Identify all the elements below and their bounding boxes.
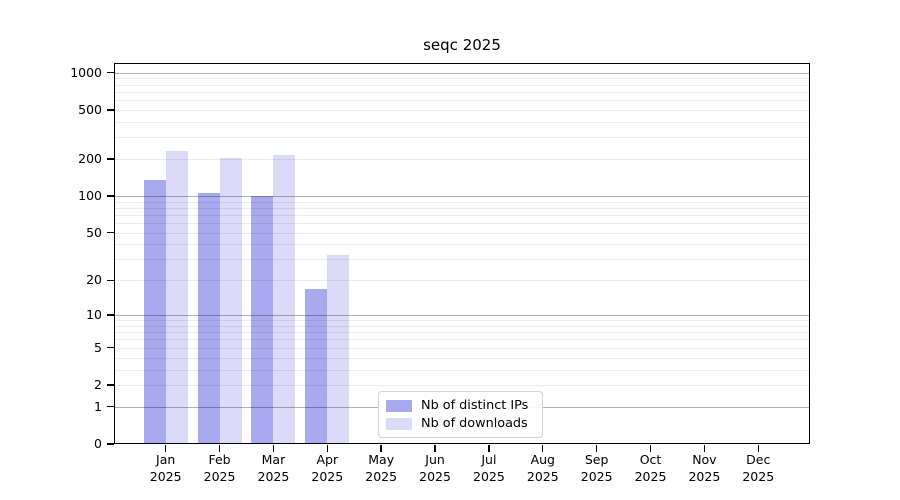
x-axis-tick-label: Jun 2025	[419, 452, 451, 484]
y-axis-tick-label: 20	[86, 272, 102, 288]
bar-feb-downloads	[219, 158, 242, 444]
gridline-major	[115, 315, 809, 317]
bar-feb-distinct-ips	[197, 192, 220, 444]
gridline-minor	[115, 332, 809, 334]
x-axis-tick-label: Jul 2025	[473, 452, 505, 484]
x-axis-tick	[757, 445, 759, 452]
y-axis-tick-label: 5	[94, 339, 102, 355]
gridline-major	[115, 196, 809, 198]
gridline-minor	[115, 223, 809, 225]
y-axis-tick	[107, 279, 114, 282]
gridline-minor	[115, 121, 809, 123]
x-axis-tick-label: Sep 2025	[580, 452, 613, 484]
bar-jan-downloads	[165, 151, 188, 444]
y-axis-tick	[107, 314, 114, 316]
y-axis-tick-label: 200	[78, 151, 102, 167]
x-axis-tick-label: Apr 2025	[311, 452, 344, 484]
y-axis-tick	[107, 406, 114, 408]
gridline-minor	[115, 100, 809, 102]
y-axis-tick-label: 100	[78, 188, 102, 204]
x-axis-tick	[434, 445, 436, 452]
x-axis-tick	[703, 445, 706, 452]
bar-apr-distinct-ips	[305, 288, 328, 444]
y-axis-tick	[107, 232, 114, 234]
x-axis-tick	[218, 445, 221, 452]
gridline-major	[115, 72, 809, 74]
x-axis-tick	[649, 445, 652, 452]
gridline-minor	[115, 232, 809, 234]
gridline-minor	[115, 384, 809, 386]
x-axis-tick	[380, 445, 382, 452]
gridline-minor	[115, 159, 809, 161]
gridline-minor	[115, 357, 809, 359]
gridline-minor	[115, 244, 809, 246]
legend-swatch-distinct-ips	[386, 399, 412, 412]
gridline-minor	[115, 84, 809, 86]
x-axis-tick	[488, 445, 490, 452]
gridline-minor	[115, 325, 809, 327]
x-axis-tick	[326, 445, 328, 452]
y-axis-tick	[107, 109, 114, 111]
legend-item-downloads: Nb of downloads	[379, 417, 542, 430]
x-axis-tick-label: Jan 2025	[149, 452, 182, 484]
y-axis-tick	[107, 195, 114, 197]
gridline-minor	[115, 259, 809, 261]
chart-title: seqc 2025	[423, 36, 501, 54]
y-axis-tick	[107, 158, 114, 160]
gridline-minor	[115, 320, 809, 322]
gridline-minor	[115, 78, 809, 80]
gridline-minor	[115, 347, 809, 349]
bar-mar-distinct-ips	[251, 196, 274, 444]
gridline-minor	[115, 280, 809, 282]
legend-label-distinct-ips: Nb of distinct IPs	[421, 398, 529, 413]
x-axis-tick-label: Dec 2025	[742, 452, 775, 484]
x-axis-tick-label: Oct 2025	[634, 452, 667, 484]
gridline-minor	[115, 91, 809, 93]
x-axis-tick	[542, 445, 544, 452]
y-axis-tick-label: 50	[86, 224, 102, 240]
gridline-minor	[115, 109, 809, 111]
y-axis-tick-label: 1000	[70, 64, 102, 80]
y-axis-tick-label: 1	[94, 398, 102, 414]
x-axis-tick-label: Feb 2025	[203, 452, 236, 484]
x-axis-tick-label: May 2025	[365, 452, 398, 484]
y-axis-tick	[107, 72, 114, 74]
gridline-minor	[115, 339, 809, 341]
x-axis-tick	[272, 445, 275, 452]
y-axis-tick-label: 2	[94, 376, 102, 392]
y-axis-tick	[107, 347, 114, 349]
x-axis-tick	[595, 445, 598, 452]
legend-item-distinct-ips: Nb of distinct IPs	[379, 399, 542, 412]
gridline-minor	[115, 369, 809, 371]
y-axis-tick	[107, 443, 114, 445]
y-axis-tick	[107, 384, 114, 386]
y-axis-tick-label: 500	[78, 101, 102, 117]
legend-label-downloads: Nb of downloads	[421, 416, 528, 431]
gridline-minor	[115, 201, 809, 203]
x-axis-tick	[165, 445, 167, 452]
legend: Nb of distinct IPs Nb of downloads	[378, 391, 543, 438]
y-axis-tick-label: 0	[94, 436, 102, 451]
gridline-minor	[115, 137, 809, 139]
x-axis-tick-label: Nov 2025	[688, 452, 721, 484]
bar-mar-downloads	[273, 154, 296, 444]
gridline-minor	[115, 207, 809, 209]
y-axis-tick-label: 10	[86, 307, 102, 323]
x-axis-tick-label: Aug 2025	[526, 452, 559, 484]
legend-swatch-downloads	[386, 417, 412, 430]
x-axis-tick-label: Mar 2025	[257, 452, 290, 484]
bar-apr-downloads	[327, 254, 350, 444]
gridline-minor	[115, 214, 809, 216]
bar-jan-distinct-ips	[143, 180, 166, 444]
